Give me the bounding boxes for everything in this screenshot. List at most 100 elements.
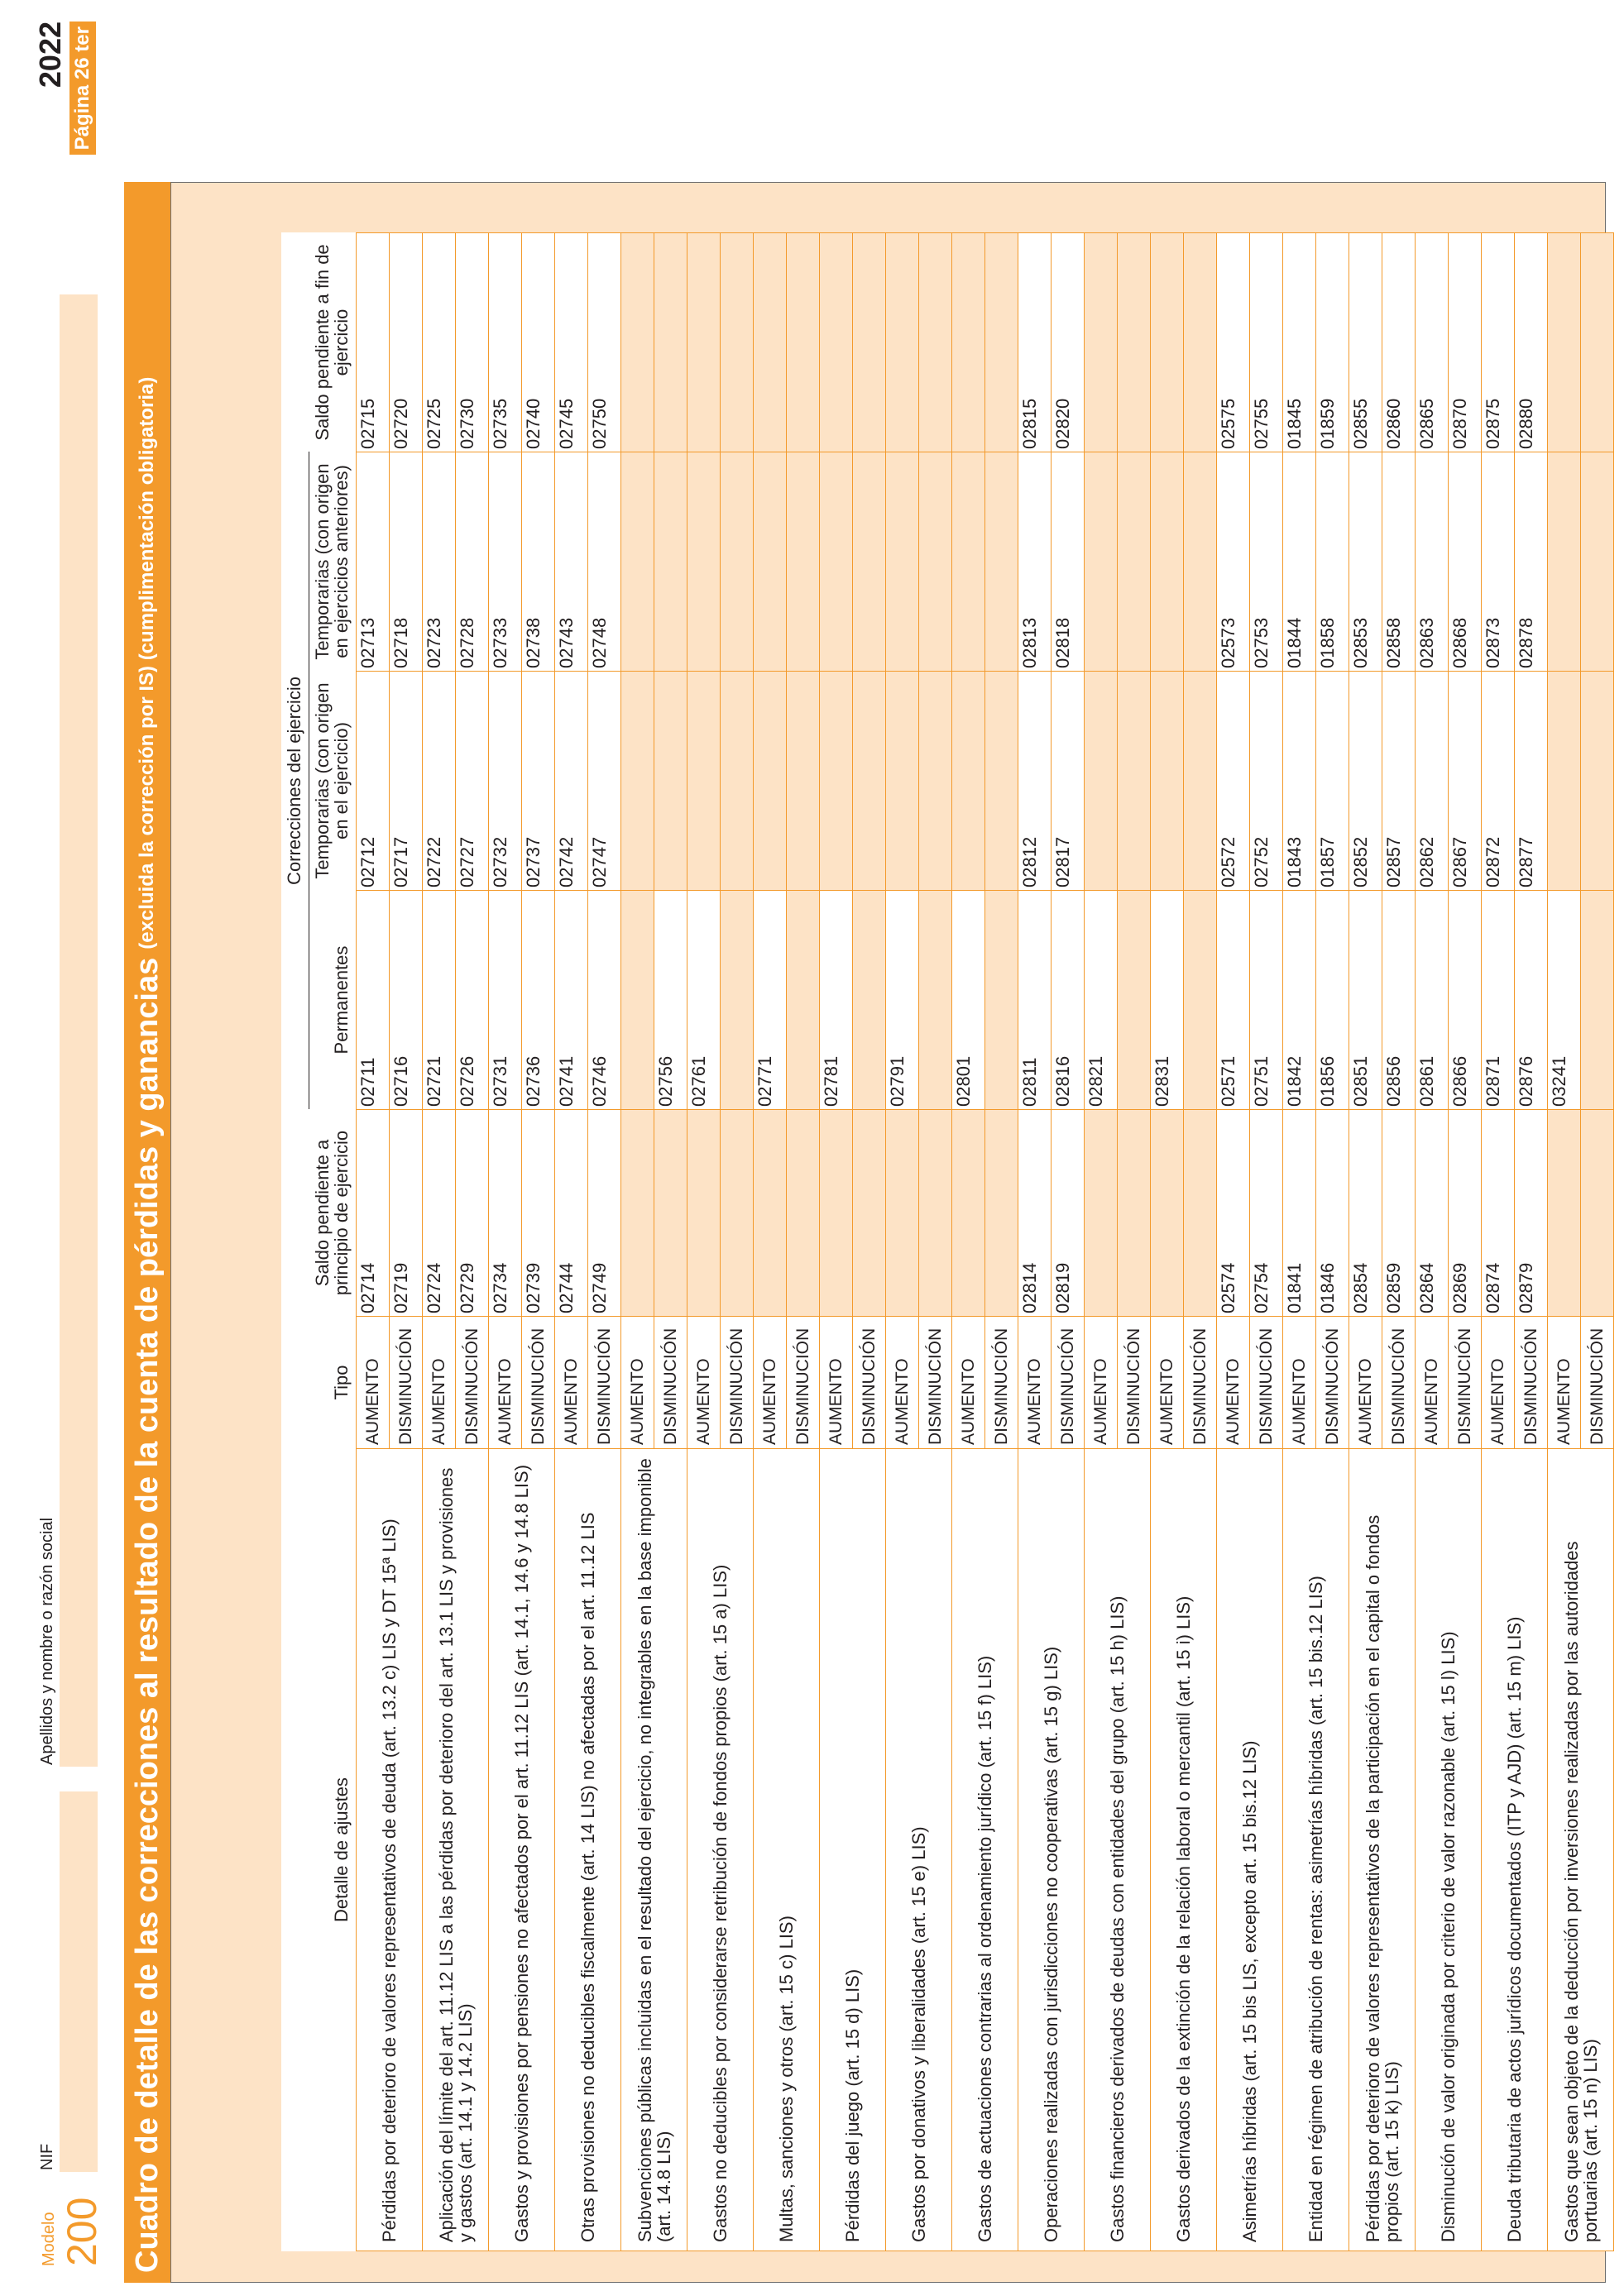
amount-field[interactable]: 02746 — [587, 890, 621, 1110]
amount-field[interactable]: 02801 — [951, 890, 985, 1110]
amount-field[interactable]: 02750 — [587, 232, 621, 452]
amount-field[interactable]: 02812 — [1018, 671, 1052, 891]
amount-field[interactable]: 02814 — [1018, 1109, 1052, 1317]
amount-field[interactable]: 02752 — [1249, 671, 1283, 891]
amount-field[interactable]: 01844 — [1282, 452, 1316, 672]
amount-field[interactable]: 02747 — [587, 671, 621, 891]
amount-field[interactable]: 02854 — [1349, 1109, 1382, 1317]
amount-field[interactable]: 02791 — [885, 890, 919, 1110]
amount-field[interactable]: 02754 — [1249, 1109, 1283, 1317]
amount-field[interactable]: 01841 — [1282, 1109, 1316, 1317]
amount-field[interactable]: 02761 — [687, 890, 721, 1110]
amount-field[interactable]: 02731 — [488, 890, 522, 1110]
amount-field[interactable]: 02744 — [554, 1109, 588, 1317]
amount-field[interactable]: 02855 — [1349, 232, 1382, 452]
amount-field[interactable]: 02738 — [521, 452, 555, 672]
amount-field[interactable]: 01856 — [1315, 890, 1349, 1110]
amount-field[interactable]: 02859 — [1382, 1109, 1416, 1317]
amount-field[interactable]: 02856 — [1382, 890, 1416, 1110]
amount-field[interactable]: 02575 — [1216, 232, 1250, 452]
amount-field[interactable]: 01858 — [1315, 452, 1349, 672]
amount-field[interactable]: 02721 — [422, 890, 456, 1110]
amount-field[interactable]: 01842 — [1282, 890, 1316, 1110]
amount-field[interactable]: 02877 — [1514, 671, 1548, 891]
amount-field[interactable]: 02878 — [1514, 452, 1548, 672]
amount-field[interactable]: 02852 — [1349, 671, 1382, 891]
amount-field[interactable]: 02813 — [1018, 452, 1052, 672]
amount-field[interactable]: 02734 — [488, 1109, 522, 1317]
amount-field[interactable]: 02753 — [1249, 452, 1283, 672]
amount-field[interactable]: 02756 — [654, 890, 687, 1110]
amount-field[interactable]: 02819 — [1051, 1109, 1085, 1317]
amount-field[interactable]: 02862 — [1415, 671, 1449, 891]
amount-field[interactable]: 02851 — [1349, 890, 1382, 1110]
amount-field[interactable]: 02861 — [1415, 890, 1449, 1110]
amount-field[interactable]: 02820 — [1051, 232, 1085, 452]
amount-field[interactable]: 02872 — [1481, 671, 1515, 891]
amount-field[interactable]: 02815 — [1018, 232, 1052, 452]
amount-field[interactable]: 01857 — [1315, 671, 1349, 891]
amount-field[interactable]: 02865 — [1415, 232, 1449, 452]
amount-field[interactable]: 02727 — [455, 671, 489, 891]
amount-field[interactable]: 02876 — [1514, 890, 1548, 1110]
amount-field[interactable]: 02818 — [1051, 452, 1085, 672]
amount-field[interactable]: 02875 — [1481, 232, 1515, 452]
amount-field[interactable]: 02718 — [389, 452, 423, 672]
amount-field[interactable]: 02733 — [488, 452, 522, 672]
amount-field[interactable]: 02857 — [1382, 671, 1416, 891]
amount-field[interactable]: 02722 — [422, 671, 456, 891]
amount-field[interactable]: 02867 — [1448, 671, 1482, 891]
amount-field[interactable]: 02748 — [587, 452, 621, 672]
amount-field[interactable]: 02740 — [521, 232, 555, 452]
amount-field[interactable]: 02781 — [819, 890, 853, 1110]
amount-field[interactable]: 02853 — [1349, 452, 1382, 672]
amount-field[interactable]: 02866 — [1448, 890, 1482, 1110]
amount-field[interactable]: 02745 — [554, 232, 588, 452]
amount-field[interactable]: 02573 — [1216, 452, 1250, 672]
amount-field[interactable]: 02817 — [1051, 671, 1085, 891]
amount-field[interactable]: 02720 — [389, 232, 423, 452]
amount-field[interactable]: 02729 — [455, 1109, 489, 1317]
amount-field[interactable]: 02716 — [389, 890, 423, 1110]
amount-field[interactable]: 02858 — [1382, 452, 1416, 672]
amount-field[interactable]: 02736 — [521, 890, 555, 1110]
amount-field[interactable]: 02870 — [1448, 232, 1482, 452]
amount-field[interactable]: 01845 — [1282, 232, 1316, 452]
amount-field[interactable]: 02732 — [488, 671, 522, 891]
amount-field[interactable]: 02755 — [1249, 232, 1283, 452]
amount-field[interactable]: 02869 — [1448, 1109, 1482, 1317]
amount-field[interactable]: 01859 — [1315, 232, 1349, 452]
amount-field[interactable]: 02811 — [1018, 890, 1052, 1110]
amount-field[interactable]: 02737 — [521, 671, 555, 891]
amount-field[interactable]: 02742 — [554, 671, 588, 891]
amount-field[interactable]: 02712 — [356, 671, 390, 891]
amount-field[interactable]: 02874 — [1481, 1109, 1515, 1317]
amount-field[interactable]: 02751 — [1249, 890, 1283, 1110]
amount-field[interactable]: 02724 — [422, 1109, 456, 1317]
amount-field[interactable]: 02749 — [587, 1109, 621, 1317]
amount-field[interactable]: 02730 — [455, 232, 489, 452]
amount-field[interactable]: 02871 — [1481, 890, 1515, 1110]
amount-field[interactable]: 01846 — [1315, 1109, 1349, 1317]
amount-field[interactable]: 02725 — [422, 232, 456, 452]
nif-field[interactable] — [60, 1791, 98, 2172]
name-field[interactable] — [60, 294, 98, 1767]
amount-field[interactable]: 02880 — [1514, 232, 1548, 452]
amount-field[interactable]: 02821 — [1084, 890, 1118, 1110]
amount-field[interactable]: 02711 — [356, 890, 390, 1110]
amount-field[interactable]: 02726 — [455, 890, 489, 1110]
amount-field[interactable]: 02864 — [1415, 1109, 1449, 1317]
amount-field[interactable]: 02571 — [1216, 890, 1250, 1110]
amount-field[interactable]: 02741 — [554, 890, 588, 1110]
amount-field[interactable]: 02717 — [389, 671, 423, 891]
amount-field[interactable]: 02879 — [1514, 1109, 1548, 1317]
amount-field[interactable]: 02714 — [356, 1109, 390, 1317]
amount-field[interactable]: 02728 — [455, 452, 489, 672]
amount-field[interactable]: 02868 — [1448, 452, 1482, 672]
amount-field[interactable]: 02816 — [1051, 890, 1085, 1110]
amount-field[interactable]: 03241 — [1547, 890, 1581, 1110]
amount-field[interactable]: 01843 — [1282, 671, 1316, 891]
amount-field[interactable]: 02771 — [753, 890, 787, 1110]
amount-field[interactable]: 02572 — [1216, 671, 1250, 891]
amount-field[interactable]: 02735 — [488, 232, 522, 452]
